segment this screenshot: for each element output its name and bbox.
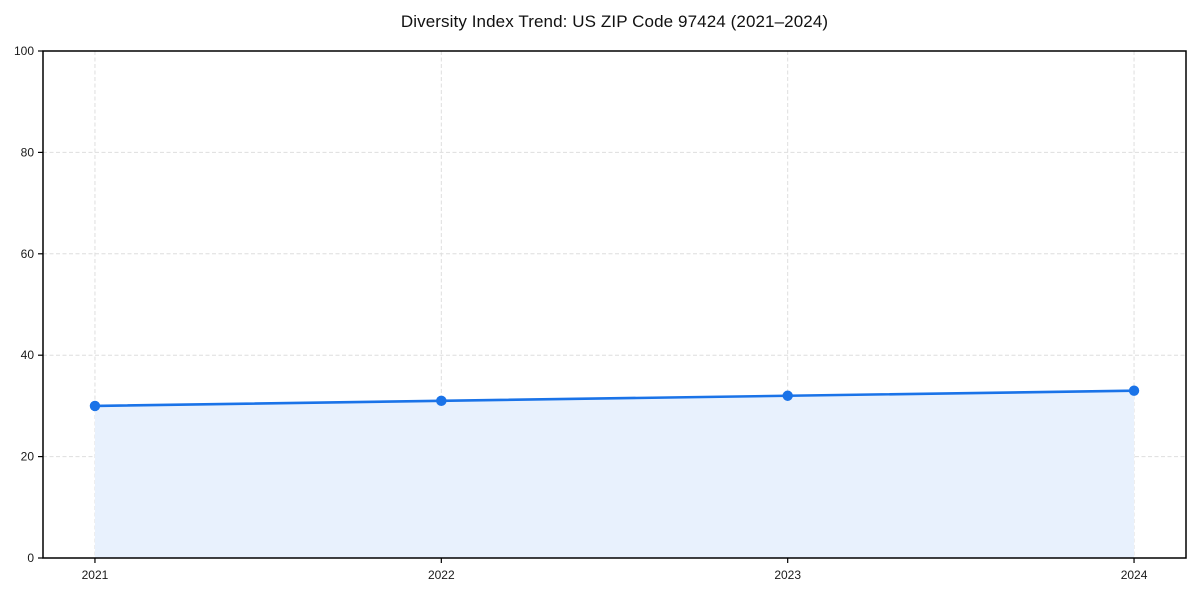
chart-title: Diversity Index Trend: US ZIP Code 97424…: [400, 12, 829, 31]
y-tick-label: 40: [21, 348, 35, 362]
y-tick-label: 0: [27, 551, 34, 565]
y-tick-label: 80: [21, 145, 35, 159]
data-point-2022: [436, 395, 447, 407]
area-fill: [94, 390, 1135, 558]
data-point-2021: [89, 400, 101, 412]
data-point-2023: [782, 390, 793, 401]
y-tick-label: 60: [21, 247, 35, 261]
y-tick-label: 100: [14, 44, 34, 58]
trend-line: [93, 389, 1136, 408]
y-tick-label: 20: [21, 450, 35, 464]
x-tick-label: 2024: [1121, 568, 1148, 582]
axes-box: [42, 50, 1187, 559]
x-tick-label: 2022: [428, 568, 455, 582]
data-point-2024: [1128, 385, 1140, 396]
x-tick-label: 2021: [82, 568, 109, 582]
x-tick-label: 2023: [774, 568, 801, 582]
